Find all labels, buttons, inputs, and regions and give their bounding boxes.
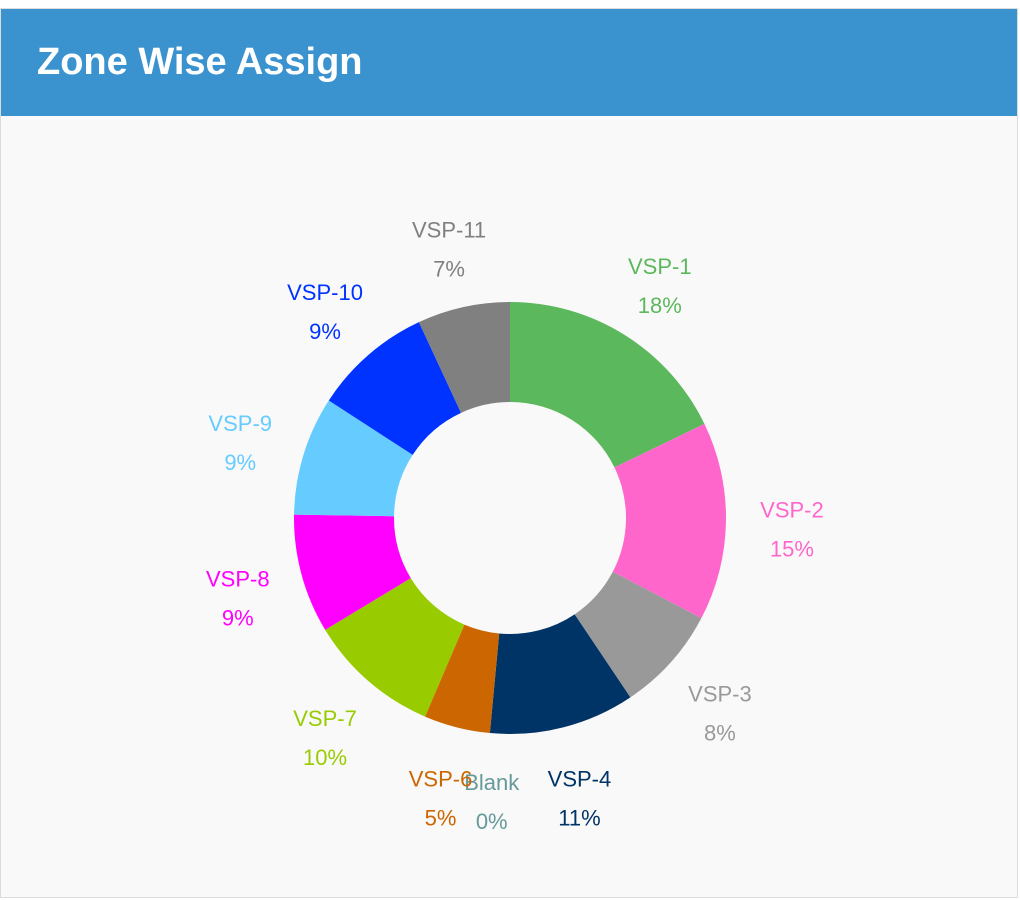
slice-percent-vsp-7: 10% (303, 745, 347, 770)
slice-label-vsp-6: VSP-6 (409, 766, 473, 791)
slice-vsp-2[interactable] (612, 423, 726, 619)
slice-label-vsp-8: VSP-8 (206, 567, 270, 592)
slice-label-vsp-2: VSP-2 (760, 497, 824, 522)
slice-vsp-6[interactable] (425, 624, 500, 734)
slice-vsp-1[interactable] (510, 302, 705, 468)
slice-label-vsp-3: VSP-3 (688, 681, 752, 706)
slice-percent-vsp-10: 9% (309, 319, 341, 344)
slice-vsp-9[interactable] (294, 400, 413, 517)
slice-percent-vsp-3: 8% (704, 720, 736, 745)
donut-chart-area: VSP-1 18% VSP-2 15% VSP-3 8% VSP-4 11% Blank 0% VS… (1, 116, 1019, 899)
panel-title: Zone Wise Assign (37, 41, 363, 83)
slice-vsp-3[interactable] (574, 571, 702, 698)
slice-percent-vsp-8: 9% (222, 606, 254, 631)
slice-label-vsp-7: VSP-7 (293, 706, 357, 731)
slice-label-vsp-11: VSP-11 (412, 218, 486, 243)
slice-vsp-4[interactable] (489, 614, 631, 734)
slice-percent-vsp-2: 15% (770, 536, 814, 561)
slice-vsp-10[interactable] (328, 322, 462, 455)
donut-chart: VSP-118%VSP-215%VSP-38%VSP-411%Blank0%VS… (206, 218, 824, 834)
slice-label-vsp-9: VSP-9 (208, 411, 272, 436)
slice-label-vsp-10: VSP-10 (287, 280, 363, 305)
panel-header: Zone Wise Assign (1, 9, 1017, 116)
slice-percent-vsp-1: 18% (638, 293, 682, 318)
slice-percent-vsp-9: 9% (224, 450, 256, 475)
slice-percent-vsp-4: 11% (558, 805, 600, 830)
slice-percent-vsp-11: 7% (433, 257, 465, 282)
zone-wise-assign-panel: Zone Wise Assign VSP-1 18% VSP-2 15% VSP-3 8%… (0, 8, 1018, 898)
slice-percent-vsp-6: 5% (425, 805, 457, 830)
slice-label-blank: Blank (464, 770, 520, 795)
slice-label-vsp-4: VSP-4 (548, 766, 612, 791)
slice-vsp-11[interactable] (418, 302, 510, 413)
slice-percent-blank: 0% (476, 809, 508, 834)
slice-vsp-7[interactable] (325, 578, 465, 717)
slice-vsp-8[interactable] (294, 514, 411, 630)
slice-label-vsp-1: VSP-1 (628, 254, 692, 279)
